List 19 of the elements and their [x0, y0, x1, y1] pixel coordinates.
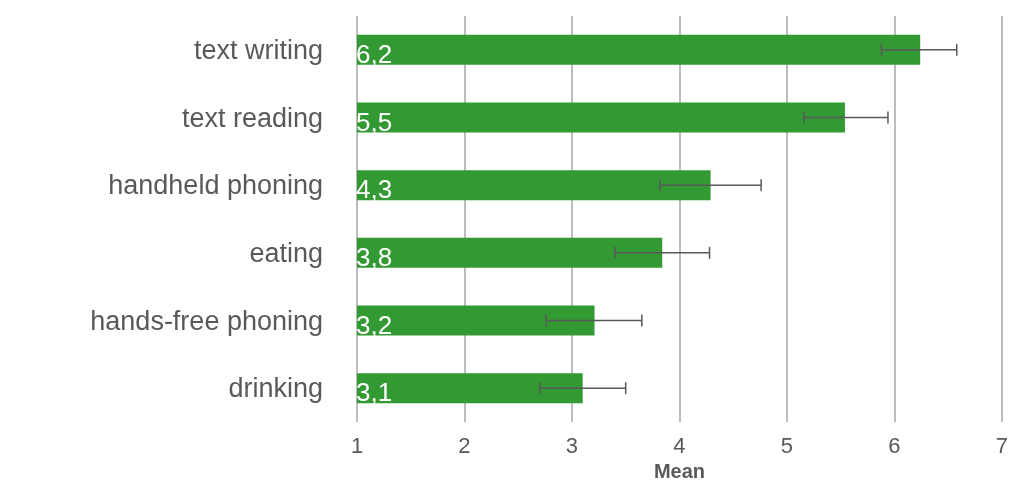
x-tick-label: 3 [565, 432, 579, 458]
x-tick-label: 6 [888, 432, 901, 458]
y-tick-label: text writing [193, 34, 323, 65]
x-tick-label: 7 [995, 432, 1009, 458]
y-tick-label: handheld phoning [108, 170, 323, 201]
data-label: 3,8 [356, 241, 393, 272]
data-label: 6,2 [356, 38, 393, 69]
y-tick-label: text reading [181, 102, 323, 133]
x-tick-label: 4 [673, 432, 686, 458]
x-tick-label: 2 [458, 432, 471, 458]
data-label: 3,1 [356, 377, 393, 408]
data-label: 3,2 [356, 309, 393, 340]
x-axis-title: Mean [653, 459, 705, 482]
y-tick-label: eating [249, 237, 323, 268]
x-tick-label: 1 [350, 432, 364, 458]
x-tick-label: 5 [780, 432, 794, 458]
y-tick-label: drinking [228, 373, 323, 404]
y-tick-label: hands-free phoning [90, 305, 323, 336]
data-label: 5,5 [356, 106, 393, 137]
